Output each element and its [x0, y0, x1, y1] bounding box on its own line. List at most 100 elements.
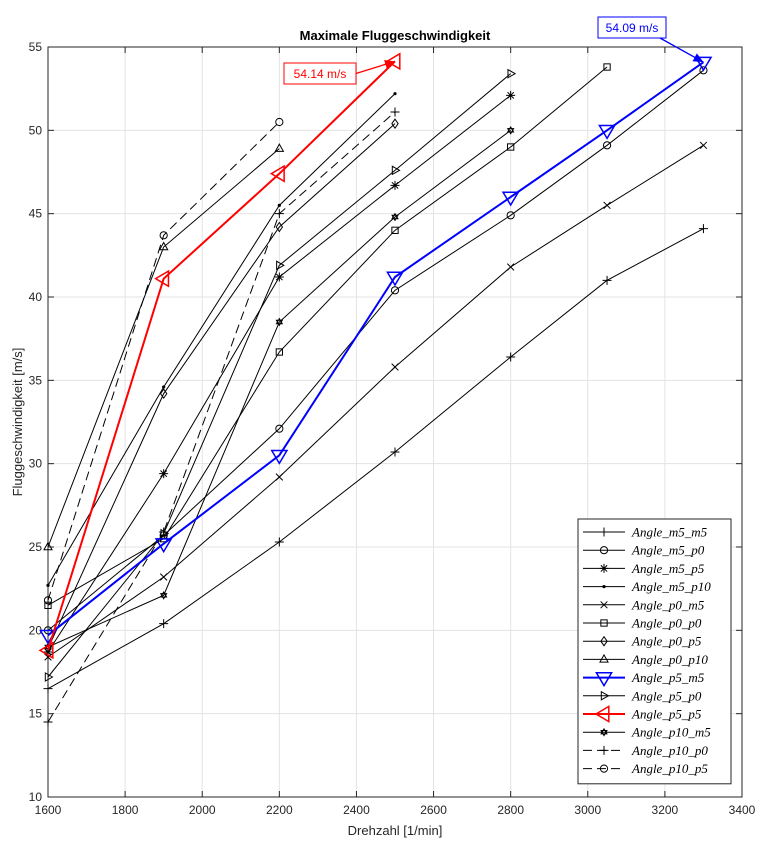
marker-plus	[390, 107, 400, 117]
series-angle-p0-m5	[44, 141, 708, 661]
marker-hexagram	[275, 319, 284, 327]
legend-label: Angle_p10_m5	[631, 725, 711, 740]
series-angle-p10-p5	[43, 117, 284, 605]
annotation-0: 54.14 m/s	[283, 60, 396, 85]
y-tick-label: 55	[29, 40, 43, 54]
marker-diamond	[391, 118, 399, 130]
legend-entry: Angle_p5_p5	[583, 705, 702, 723]
axes: 1600 1800 2000 2200 2400 2600 2800 3000 3200 3400…	[29, 40, 756, 817]
series-line	[47, 111, 396, 723]
marker-triangle-right	[391, 165, 401, 176]
legend-entry: Angle_m5_p5	[583, 561, 705, 576]
marker-hexagram	[506, 125, 515, 133]
marker-x	[275, 473, 284, 481]
marker-triangle-up	[274, 143, 285, 152]
marker-triangle-left	[594, 705, 610, 723]
marker-triangle-right	[600, 690, 610, 701]
marker-asterisk	[43, 647, 53, 657]
marker-circle	[506, 211, 515, 220]
annotation-arrowhead	[692, 53, 704, 63]
marker-circle	[699, 66, 708, 75]
series-line	[47, 121, 280, 601]
legend-label: Angle_p5_p5	[631, 707, 702, 722]
legend-label: Angle_p5_m5	[631, 670, 705, 685]
y-tick-label: 50	[29, 123, 43, 137]
x-tick-label: 2600	[420, 803, 447, 817]
annotation-box	[283, 62, 357, 85]
marker-asterisk	[390, 180, 400, 190]
x-tick-label: 2800	[497, 803, 524, 817]
y-tick-label: 25	[29, 540, 43, 554]
marker-circle	[599, 764, 609, 773]
marker-circle	[159, 231, 168, 240]
marker-triangle-down	[595, 672, 613, 688]
series-angle-p0-p0	[44, 63, 611, 609]
legend-entry: Angle_p10_p0	[583, 743, 708, 758]
legend-label: Angle_p10_p5	[631, 761, 708, 776]
marker-triangle-down	[598, 124, 616, 140]
marker-hexagram	[391, 214, 399, 222]
marker-dot	[602, 585, 606, 589]
legend-entry: Angle_p5_p0	[583, 688, 702, 703]
marker-plus	[698, 224, 708, 234]
marker-x	[600, 601, 608, 609]
x-axis-title: Drehzahl [1/min]	[348, 823, 443, 838]
marker-triangle-right	[507, 68, 517, 79]
annotation-box	[597, 16, 667, 39]
chart-title: Maximale Fluggeschwindigkeit	[300, 28, 491, 43]
marker-plus	[159, 527, 169, 537]
marker-square	[603, 63, 611, 71]
legend-entry: Angle_m5_m5	[583, 525, 708, 540]
marker-hexagram	[600, 730, 608, 737]
marker-square	[275, 348, 283, 356]
annotation-label: 54.14 m/s	[294, 67, 347, 81]
legend-entry: Angle_m5_p0	[583, 543, 705, 558]
marker-triangle-down	[270, 449, 289, 465]
legend-label: Angle_m5_p0	[631, 543, 705, 558]
marker-dot	[277, 203, 281, 207]
y-tick-label: 15	[29, 707, 43, 721]
series-angle-p0-p10	[43, 143, 285, 551]
marker-hexagram	[391, 212, 399, 220]
legend-label: Angle_m5_m5	[631, 525, 708, 540]
series-angle-m5-p10	[46, 92, 397, 587]
y-tick-label: 35	[29, 373, 43, 387]
legend-entry: Angle_p0_p0	[583, 616, 702, 631]
series-angle-p10-p0	[43, 107, 400, 727]
marker-plus	[602, 275, 612, 285]
marker-circle	[43, 596, 53, 605]
marker-triangle-left	[385, 52, 401, 71]
marker-plus	[599, 745, 609, 755]
marker-triangle-left	[154, 269, 170, 288]
legend-entry: Angle_p5_m5	[583, 670, 705, 688]
marker-plus	[274, 209, 284, 219]
marker-circle	[390, 286, 400, 295]
series-line	[47, 66, 608, 606]
marker-diamond	[275, 221, 284, 233]
marker-circle	[275, 424, 284, 433]
marker-triangle-left	[269, 164, 285, 183]
legend-entry: Angle_p0_p10	[583, 652, 708, 667]
marker-dot	[162, 385, 166, 389]
marker-square	[600, 619, 608, 627]
x-tick-label: 2000	[189, 803, 216, 817]
series-angle-m5-m5	[43, 224, 708, 694]
y-axis-title: Fluggeschwindigkeit [m/s]	[10, 348, 25, 497]
series-angle-p5-p0	[44, 68, 517, 682]
legend-label: Angle_p0_p5	[631, 634, 702, 649]
x-tick-label: 3200	[652, 803, 679, 817]
series-line	[47, 148, 280, 548]
legend-label: Angle_p5_p0	[631, 688, 702, 703]
marker-triangle-up	[158, 241, 169, 251]
marker-x	[699, 141, 708, 150]
marker-dot	[393, 92, 397, 96]
marker-x	[159, 573, 168, 581]
annotation-label: 54.09 m/s	[606, 21, 659, 35]
marker-triangle-down	[386, 271, 404, 287]
legend-label: Angle_m5_p10	[631, 579, 711, 594]
y-tick-label: 30	[29, 457, 43, 471]
marker-asterisk	[599, 563, 609, 573]
marker-hexagram	[159, 593, 168, 600]
marker-triangle-up	[599, 653, 609, 663]
